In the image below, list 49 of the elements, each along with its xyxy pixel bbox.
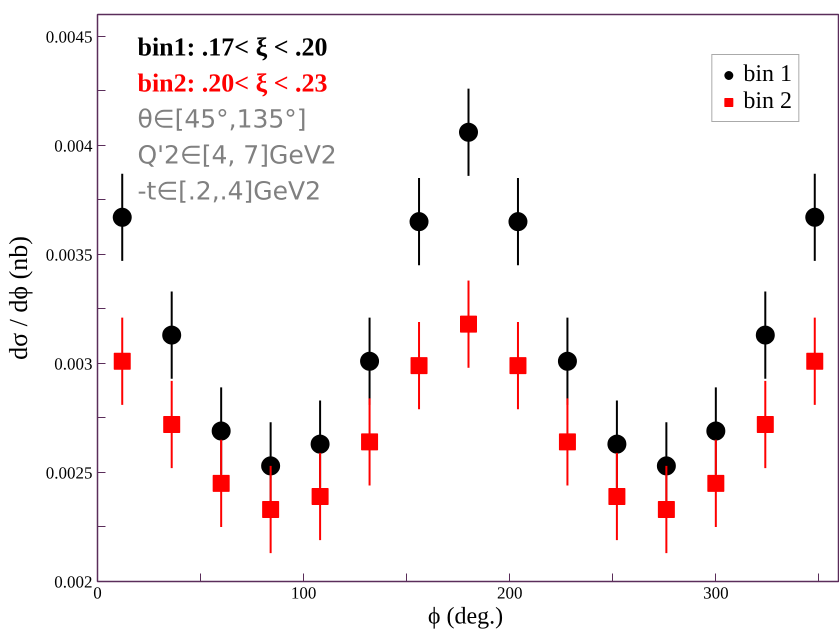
x-tick-label: 0 [93, 584, 102, 602]
y-tick-label: 0.003 [54, 354, 92, 374]
point [163, 416, 180, 433]
point [805, 208, 824, 227]
point [261, 456, 280, 476]
legend-label: bin 2 [743, 88, 792, 115]
point [114, 352, 131, 370]
point [509, 357, 526, 374]
point [410, 357, 428, 374]
point [508, 212, 528, 232]
point [706, 422, 726, 441]
point [361, 433, 378, 450]
point [410, 212, 429, 232]
point [212, 422, 231, 441]
point [212, 474, 230, 492]
point [459, 122, 478, 142]
x-tick-label: 200 [496, 584, 522, 602]
point [360, 352, 380, 371]
point [558, 433, 576, 450]
x-tick-label: 300 [703, 584, 729, 602]
point [608, 488, 626, 505]
point [558, 352, 577, 371]
point [658, 501, 675, 518]
y-tick-label: 0.002 [54, 572, 92, 592]
y-tick-label: 0.0045 [46, 27, 92, 46]
point [112, 208, 132, 227]
y-tick-label: 0.004 [54, 136, 93, 156]
y-tick-label: 0.0025 [46, 463, 92, 482]
x-axis-title: ϕ (deg.) [428, 604, 504, 630]
point [460, 316, 477, 333]
point [162, 326, 182, 345]
point [806, 352, 824, 370]
y-tick-label: 0.0035 [46, 245, 92, 264]
point [756, 416, 774, 433]
annotation: θ∈[45°,135°] [138, 104, 307, 134]
point [262, 501, 280, 518]
annotation: bin1: .17< ξ < .20 [138, 32, 328, 62]
point [310, 434, 330, 454]
point [656, 456, 676, 476]
point [756, 326, 775, 345]
legend-label: bin 1 [743, 61, 792, 88]
y-axis-title: dσ / dϕ (nb) [4, 236, 33, 360]
point [707, 474, 724, 492]
point [607, 434, 626, 454]
annotation: -t∈[.2,.4]GeV2 [138, 176, 322, 206]
point [312, 488, 329, 505]
annotation: bin2: .20< ξ < .23 [138, 68, 328, 98]
annotation: Q'2∈[4, 7]GeV2 [138, 140, 337, 170]
x-tick-label: 100 [290, 584, 316, 602]
